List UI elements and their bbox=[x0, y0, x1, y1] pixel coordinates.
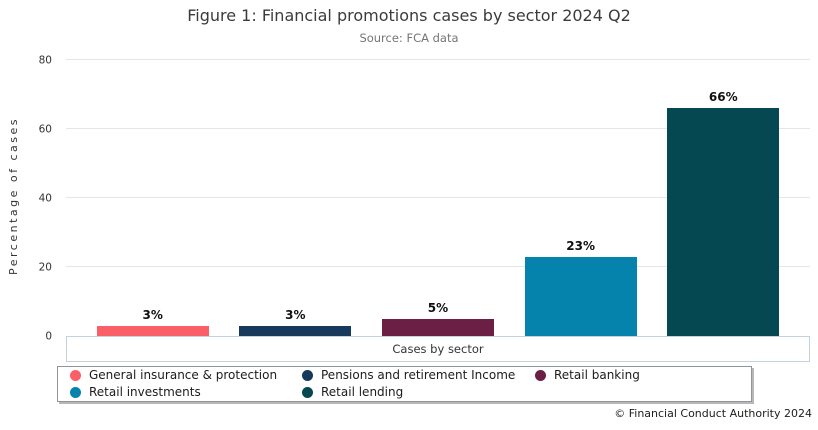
bar-value-label: 3% bbox=[142, 307, 163, 322]
gridline bbox=[66, 266, 810, 267]
legend-item: Pensions and retirement Income bbox=[302, 369, 535, 382]
legend-label: Retail lending bbox=[321, 384, 404, 399]
plot-area: 3% 3% 5% 23% 66% bbox=[66, 59, 810, 336]
gridline bbox=[66, 197, 810, 198]
legend-label: General insurance & protection bbox=[89, 368, 278, 383]
bar-group: 23% bbox=[524, 238, 637, 336]
legend-item: Retail banking bbox=[535, 369, 751, 382]
y-tick-label: 20 bbox=[38, 260, 52, 273]
bar-value-label: 3% bbox=[285, 307, 306, 322]
x-axis-band: Cases by sector bbox=[66, 336, 810, 362]
bar-group: 3% bbox=[239, 307, 352, 336]
bar bbox=[96, 325, 209, 336]
legend-swatch-icon bbox=[70, 386, 81, 398]
bar-series: 3% 3% 5% 23% 66% bbox=[66, 60, 810, 336]
legend-swatch-icon bbox=[70, 370, 81, 382]
y-tick-label: 80 bbox=[38, 53, 52, 66]
y-tick-label: 40 bbox=[38, 191, 52, 204]
chart-subtitle: Source: FCA data bbox=[359, 31, 459, 45]
bar bbox=[381, 318, 494, 336]
legend-item: Retail lending bbox=[302, 384, 535, 399]
bar-value-label: 5% bbox=[427, 300, 449, 315]
chart-title: Figure 1: Financial promotions cases by … bbox=[187, 6, 631, 25]
legend-item: General insurance & protection bbox=[70, 369, 302, 382]
legend: General insurance & protection Pensions a… bbox=[57, 366, 752, 402]
legend-item: Retail investments bbox=[70, 384, 302, 399]
bar-group: 3% bbox=[96, 307, 209, 336]
y-tick-label: 60 bbox=[38, 122, 52, 135]
bar bbox=[524, 256, 637, 336]
legend-swatch-icon bbox=[302, 370, 313, 382]
copyright-note: © Financial Conduct Authority 2024 bbox=[614, 407, 812, 420]
x-axis-label: Cases by sector bbox=[392, 342, 484, 356]
bar-group: 66% bbox=[667, 90, 780, 336]
y-axis-ticks: 0 20 40 60 80 bbox=[0, 55, 52, 341]
bar bbox=[667, 108, 780, 336]
bar bbox=[239, 325, 352, 336]
bar-value-label: 23% bbox=[566, 238, 595, 253]
gridline bbox=[66, 59, 810, 60]
y-tick-label: 0 bbox=[45, 329, 52, 342]
bar-group: 5% bbox=[381, 300, 494, 336]
legend-swatch-icon bbox=[302, 386, 313, 398]
legend-swatch-icon bbox=[535, 370, 546, 382]
bar-value-label: 66% bbox=[708, 90, 738, 105]
legend-label: Retail banking bbox=[554, 368, 640, 383]
legend-label: Retail investments bbox=[89, 384, 201, 399]
legend-label: Pensions and retirement Income bbox=[321, 368, 516, 383]
gridline bbox=[66, 128, 810, 129]
